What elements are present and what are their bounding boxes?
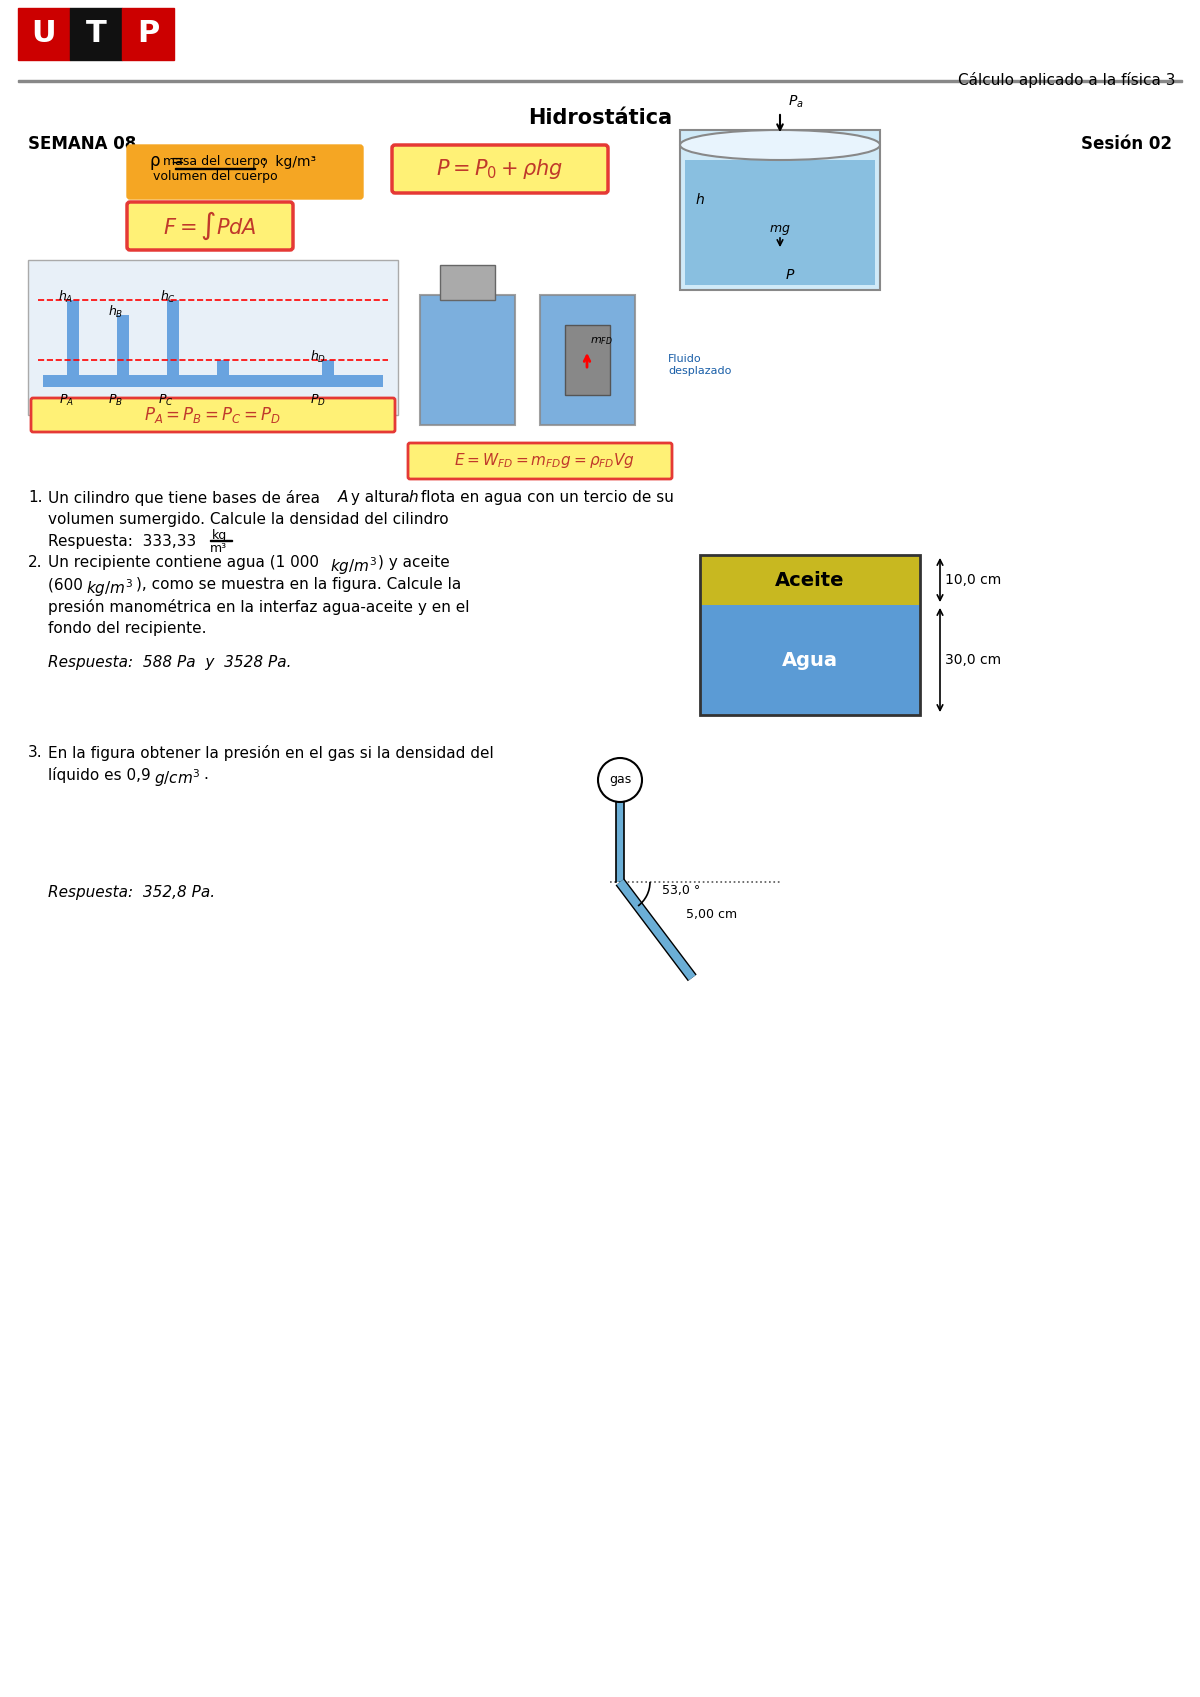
Bar: [540, 295, 635, 424]
Text: $kg/m^3$: $kg/m^3$: [86, 577, 133, 599]
Text: (600: (600: [48, 577, 88, 592]
Bar: [28, 260, 398, 416]
Text: Un recipiente contiene agua (1 000: Un recipiente contiene agua (1 000: [48, 555, 324, 570]
Text: volumen sumergido. Calcule la densidad del cilindro: volumen sumergido. Calcule la densidad d…: [48, 512, 449, 528]
Text: Aceite: Aceite: [775, 570, 845, 589]
Text: $P_C$: $P_C$: [158, 394, 174, 407]
FancyBboxPatch shape: [127, 202, 293, 249]
Text: 1.: 1.: [28, 490, 42, 506]
Text: Agua: Agua: [782, 650, 838, 670]
Bar: [322, 360, 334, 375]
Text: ) y aceite: ) y aceite: [378, 555, 450, 570]
Text: $h_D$: $h_D$: [310, 350, 326, 365]
FancyBboxPatch shape: [408, 443, 672, 479]
Text: $P_a$: $P_a$: [788, 93, 804, 110]
Text: T: T: [85, 19, 107, 49]
Text: Respuesta:  352,8 Pa.: Respuesta: 352,8 Pa.: [48, 886, 215, 899]
Bar: [217, 360, 229, 375]
Bar: [118, 316, 130, 375]
Text: $h_C$: $h_C$: [160, 288, 176, 305]
Text: $P_B$: $P_B$: [108, 394, 124, 407]
Text: 5,00 cm: 5,00 cm: [686, 908, 737, 921]
Text: SEMANA 08: SEMANA 08: [28, 136, 137, 153]
Text: y altura: y altura: [346, 490, 415, 506]
Text: Un cilindro que tiene bases de área: Un cilindro que tiene bases de área: [48, 490, 325, 506]
Text: $h_B$: $h_B$: [108, 304, 124, 321]
Text: 3.: 3.: [28, 745, 43, 760]
Bar: [700, 555, 920, 606]
FancyBboxPatch shape: [31, 399, 395, 433]
Text: $kg/m^3$: $kg/m^3$: [330, 555, 377, 577]
Bar: [18, 8, 70, 59]
FancyBboxPatch shape: [392, 144, 608, 193]
Text: Respuesta:  333,33: Respuesta: 333,33: [48, 535, 202, 550]
Bar: [680, 131, 880, 290]
Text: $h$: $h$: [695, 192, 704, 207]
Bar: [67, 300, 79, 375]
Text: presión manométrica en la interfaz agua-aceite y en el: presión manométrica en la interfaz agua-…: [48, 599, 469, 614]
Text: $mg$: $mg$: [769, 222, 791, 238]
Text: U: U: [31, 19, 56, 49]
Text: 30,0 cm: 30,0 cm: [946, 653, 1001, 667]
Text: Cálculo aplicado a la física 3: Cálculo aplicado a la física 3: [958, 71, 1175, 88]
Text: ), como se muestra en la figura. Calcule la: ), como se muestra en la figura. Calcule…: [136, 577, 461, 592]
Bar: [167, 300, 179, 375]
Bar: [70, 8, 122, 59]
Text: volumen del cuerpo: volumen del cuerpo: [152, 170, 277, 183]
Bar: [43, 375, 383, 387]
Text: 2.: 2.: [28, 555, 42, 570]
Text: $P_A = P_B = P_C = P_D$: $P_A = P_B = P_C = P_D$: [144, 406, 282, 424]
Text: A: A: [338, 490, 348, 506]
FancyBboxPatch shape: [127, 144, 364, 199]
Text: m³: m³: [210, 541, 227, 555]
Bar: [440, 265, 496, 300]
Text: Fluido
desplazado: Fluido desplazado: [668, 355, 731, 375]
Text: 53,0 °: 53,0 °: [662, 884, 701, 898]
Text: gas: gas: [608, 774, 631, 786]
Text: ;  kg/m³: ; kg/m³: [262, 154, 316, 170]
Text: $P$: $P$: [785, 268, 796, 282]
Text: masa del cuerpo: masa del cuerpo: [163, 154, 268, 168]
Text: En la figura obtener la presión en el gas si la densidad del: En la figura obtener la presión en el ga…: [48, 745, 493, 760]
Text: .: .: [203, 767, 208, 782]
Text: líquido es 0,9: líquido es 0,9: [48, 767, 156, 782]
Text: fondo del recipiente.: fondo del recipiente.: [48, 621, 206, 636]
Bar: [700, 555, 920, 714]
Text: $h_A$: $h_A$: [59, 288, 73, 305]
Text: kg: kg: [212, 529, 227, 541]
Text: Sesión 02: Sesión 02: [1081, 136, 1172, 153]
Text: $P = P_0 + \rho hg$: $P = P_0 + \rho hg$: [437, 158, 564, 182]
Text: ρ  =: ρ =: [150, 153, 185, 170]
Text: Respuesta:  588 Pa  y  3528 Pa.: Respuesta: 588 Pa y 3528 Pa.: [48, 655, 292, 670]
Bar: [616, 803, 624, 882]
Text: flota en agua con un tercio de su: flota en agua con un tercio de su: [416, 490, 674, 506]
Bar: [565, 326, 610, 395]
Text: $F = \int PdA$: $F = \int PdA$: [163, 210, 257, 243]
Bar: [420, 295, 515, 424]
Bar: [700, 606, 920, 714]
Text: Hidrostática: Hidrostática: [528, 109, 672, 127]
Bar: [122, 8, 174, 59]
Text: $P_A$: $P_A$: [59, 394, 73, 407]
Text: Ejercicios: Ejercicios: [548, 460, 652, 479]
Text: 10,0 cm: 10,0 cm: [946, 574, 1001, 587]
Bar: [685, 160, 875, 285]
Circle shape: [598, 759, 642, 803]
Text: $g/cm^3$: $g/cm^3$: [154, 767, 200, 789]
Text: $m_{FD}$: $m_{FD}$: [590, 334, 613, 346]
Ellipse shape: [680, 131, 880, 160]
Text: P: P: [137, 19, 160, 49]
Text: $P_D$: $P_D$: [310, 394, 326, 407]
Text: $E = W_{FD} = m_{FD}g = \rho_{FD}Vg$: $E = W_{FD} = m_{FD}g = \rho_{FD}Vg$: [455, 451, 636, 470]
Text: h: h: [408, 490, 418, 506]
